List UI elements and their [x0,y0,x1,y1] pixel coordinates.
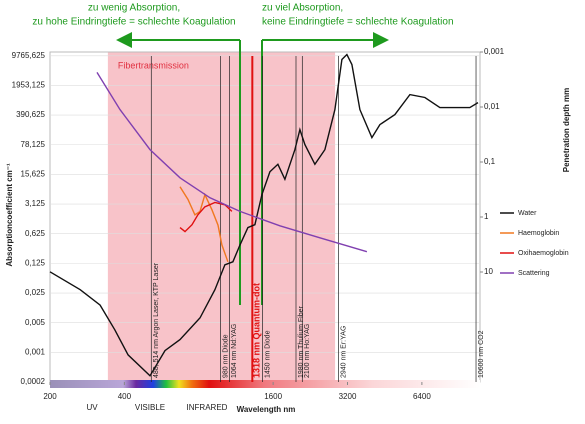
band-label: Fibertransmission [118,60,189,70]
annotation: zu wenig Absorption, [88,3,180,14]
y-tick-label: 0,0002 [21,377,46,386]
y-tick-label: 3,125 [25,199,46,208]
laser-label: 2940 nm Er:YAG [340,326,347,378]
y2-tick-label: 0,01 [484,102,500,111]
y2-tick-label: 0,001 [484,47,505,56]
laser-label: 1064 nm Nd:YAG [231,324,238,378]
y-axis-label: Absorptioncoefficient cm⁻¹ [5,163,14,267]
legend-label: Haemoglobin [518,230,559,237]
spectrum-label: INFRARED [187,403,228,412]
spectrum-label: VISIBLE [135,403,165,412]
legend-label: Water [518,210,537,217]
y-tick-label: 390,625 [16,110,45,119]
y-tick-label: 15,625 [21,170,46,179]
legend-label: Oxihaemoglobin [518,250,569,257]
y-tick-label: 9765,625 [12,51,46,60]
x-tick-label: 1600 [264,392,282,401]
y-tick-label: 0,625 [25,229,46,238]
laser-label: 10600 nm CO2 [478,330,485,378]
y-tick-label: 0,025 [25,288,46,297]
series-line [49,53,479,377]
x-axis-label: Wavelength nm [237,405,296,414]
laser-label: 488, 514 nm Argon Laser, KTP Laser [153,262,160,378]
y2-tick-label: 1 [484,212,489,221]
annotation: zu hohe Eindringtiefe = schlechte Koagul… [32,17,235,28]
x-tick-label: 200 [43,392,57,401]
x-tick-label: 3200 [339,392,357,401]
laser-label: 1450 nm Diode [264,330,271,378]
y-tick-label: 0,125 [25,258,46,267]
y2-axis-label: Penetration depth mm [562,88,571,172]
x-tick-label: 6400 [413,392,431,401]
x-tick-label: 400 [118,392,132,401]
spectrum-label: UV [86,403,98,412]
laser-label: 1318 nm Quantum-dot [252,283,262,378]
fiber-band [107,52,336,382]
legend-label: Scattering [518,270,550,277]
series-line [96,72,368,253]
spectrum-bar [50,380,480,388]
y-tick-label: 0,001 [25,347,46,356]
laser-label: 980 nm Diode [222,334,229,378]
laser-label: 2100 nm Ho:YAG [304,324,311,378]
y2-tick-label: 0,1 [484,157,496,166]
annotation: keine Eindringtiefe = schlechte Koagulat… [262,17,454,28]
y-tick-label: 0,005 [25,318,46,327]
y-tick-label: 78,125 [21,140,46,149]
y-tick-label: 1953,125 [12,81,46,90]
laser-label: 1980 nm Thulium Fiber [298,305,305,378]
annotation: zu viel Absorption, [262,3,343,14]
background: Fibertransmission [49,51,481,383]
y2-tick-label: 10 [484,267,493,276]
